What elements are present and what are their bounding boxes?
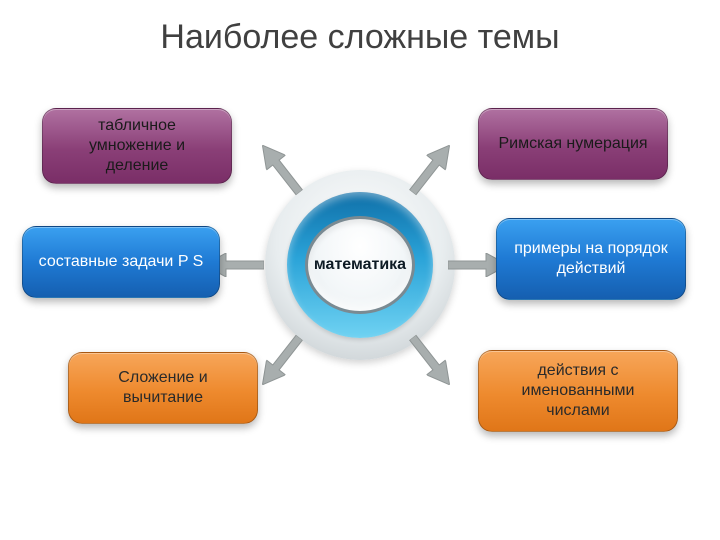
card-label: примеры на порядок действий xyxy=(511,239,671,279)
card-label: составные задачи P S xyxy=(39,252,204,272)
card-label: табличное умножение и деление xyxy=(57,116,217,176)
card-rimskaya: Римская нумерация xyxy=(478,108,668,180)
card-label: Римская нумерация xyxy=(498,134,647,154)
hub: математика xyxy=(265,170,455,360)
card-primery: примеры на порядок действий xyxy=(496,218,686,300)
card-label: действия с именованными числами xyxy=(493,361,663,421)
hub-label: математика xyxy=(314,256,406,274)
card-tablichnoe: табличное умножение и деление xyxy=(42,108,232,184)
hub-center: математика xyxy=(305,216,415,314)
card-deystviya: действия с именованными числами xyxy=(478,350,678,432)
card-slozhenie: Сложение и вычитание xyxy=(68,352,258,424)
page-title: Наиболее сложные темы xyxy=(0,18,720,57)
card-sostavnye: составные задачи P S xyxy=(22,226,220,298)
card-label: Сложение и вычитание xyxy=(83,368,243,408)
